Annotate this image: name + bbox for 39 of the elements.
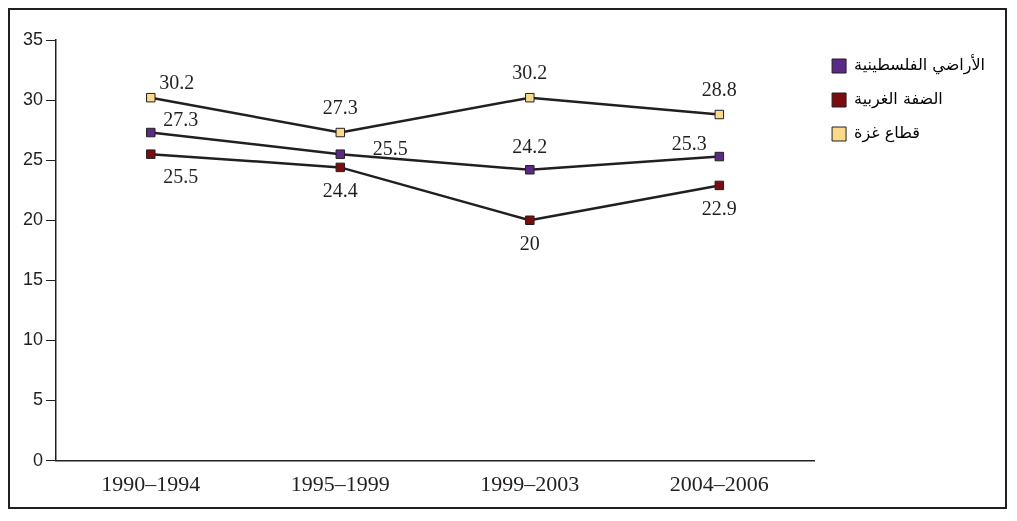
point bbox=[714, 109, 725, 120]
point bbox=[146, 149, 156, 159]
y-tick-label: 20 bbox=[22, 209, 44, 230]
data-label: 24.2 bbox=[512, 135, 548, 158]
data-label: 22.9 bbox=[701, 196, 737, 219]
data-label: 30.2 bbox=[512, 60, 548, 83]
point bbox=[146, 92, 156, 103]
y-tick-label: 25 bbox=[22, 149, 44, 170]
data-label: 25.5 bbox=[163, 165, 199, 188]
legend-label: الأراضي الفلسطينية bbox=[854, 54, 985, 76]
x-tick-label: 1995–1999 bbox=[290, 470, 390, 496]
data-label: 24.4 bbox=[322, 178, 358, 201]
data-label: 20 bbox=[519, 231, 540, 254]
data-label: 27.3 bbox=[322, 95, 358, 118]
y-tick-label: 35 bbox=[22, 28, 44, 49]
data-label: 25.3 bbox=[671, 131, 707, 154]
y-tick-label: 5 bbox=[33, 389, 44, 410]
data-label: 27.3 bbox=[163, 107, 199, 130]
data-label: 25.5 bbox=[372, 137, 408, 160]
data-label: 28.8 bbox=[701, 77, 737, 100]
legend-label: الضفة الغربية bbox=[854, 89, 943, 110]
y-tick-label: 0 bbox=[33, 449, 44, 470]
point bbox=[335, 149, 346, 159]
point bbox=[335, 127, 346, 138]
point bbox=[525, 92, 535, 103]
point bbox=[525, 215, 535, 225]
point bbox=[335, 162, 346, 173]
point bbox=[146, 127, 156, 138]
point bbox=[714, 151, 725, 162]
y-tick-label: 10 bbox=[22, 329, 44, 350]
y-tick-label: 30 bbox=[22, 89, 44, 110]
x-tick-label: 1999–2003 bbox=[480, 470, 580, 496]
data-label: 30.2 bbox=[159, 70, 195, 93]
x-tick-label: 2004–2006 bbox=[669, 470, 769, 496]
point bbox=[714, 180, 725, 191]
x-tick-label: 1990–1994 bbox=[101, 470, 201, 496]
y-tick-label: 15 bbox=[22, 269, 44, 290]
legend-label: قطاع غزة bbox=[854, 123, 920, 144]
point bbox=[525, 165, 535, 175]
